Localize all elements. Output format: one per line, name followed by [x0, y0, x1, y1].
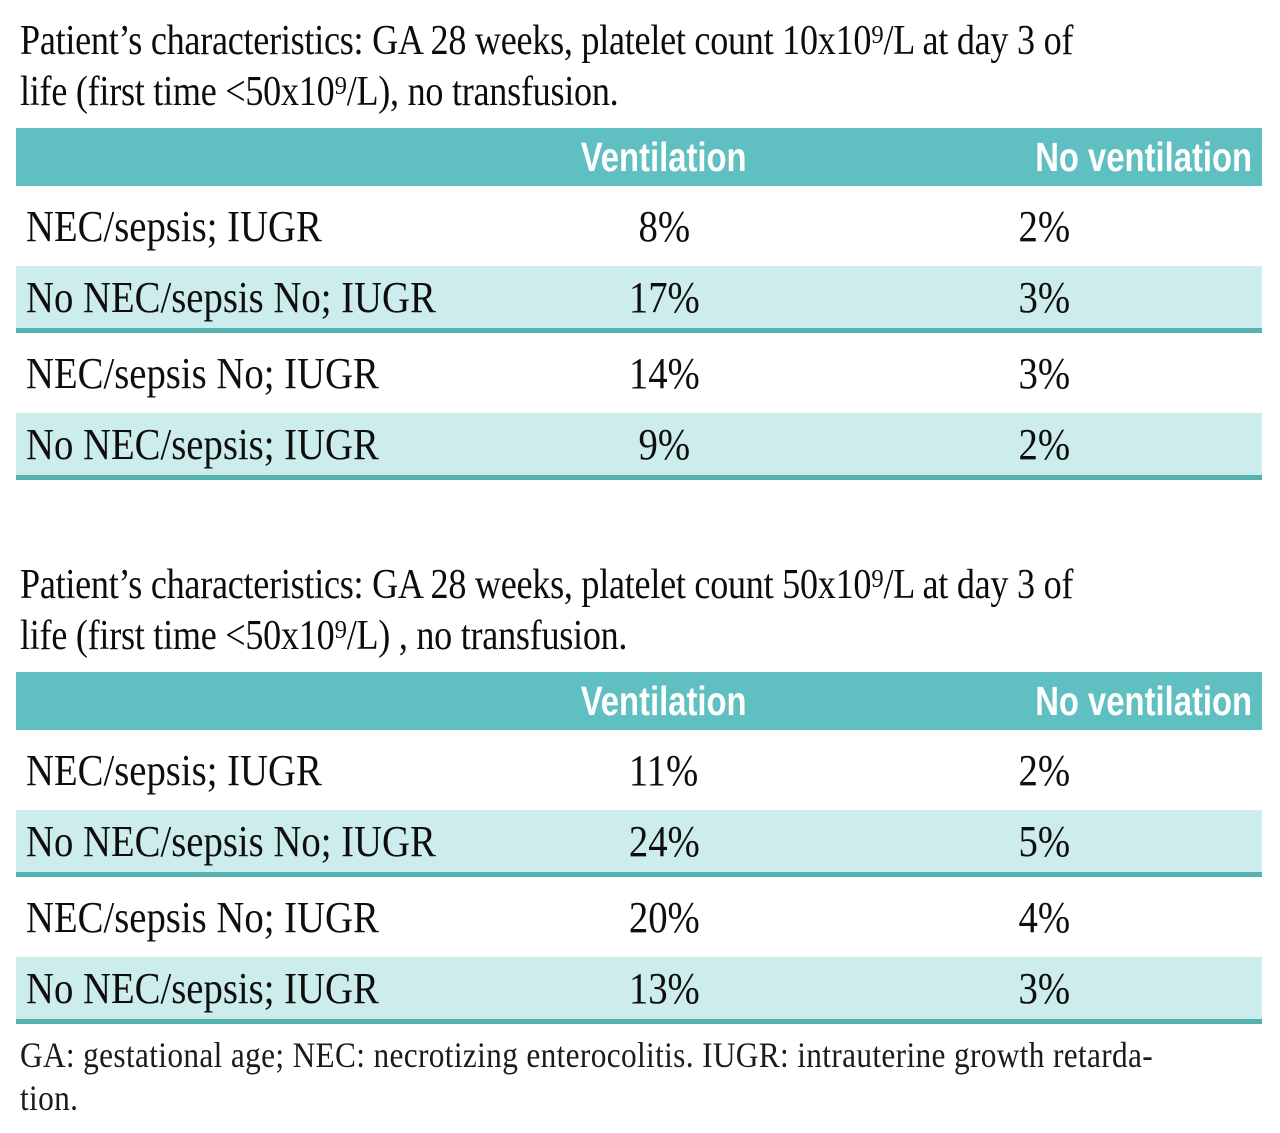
table-row: NEC/sepsis No; IUGR 14% 3%	[16, 333, 1262, 413]
table2-empty-header-cell	[16, 672, 502, 730]
table-section-1: Patient’s characteristics: GA 28 weeks, …	[16, 16, 1264, 480]
table2-caption-line2: life (first time <50x10⁹/L) , no transfu…	[20, 613, 628, 659]
table1-caption: Patient’s characteristics: GA 28 weeks, …	[20, 16, 1264, 118]
table-row: NEC/sepsis; IUGR 8% 2%	[16, 186, 1262, 266]
row-label-cell: No NEC/sepsis; IUGR	[16, 957, 502, 1024]
table2-header-row: Ventilation No ventilation	[16, 672, 1262, 730]
no-ventilation-value-cell: 2%	[825, 730, 1262, 810]
row-label: No NEC/sepsis; IUGR	[26, 419, 379, 469]
header-label: No ventilation	[1035, 677, 1252, 724]
ventilation-value-cell: 17%	[501, 266, 826, 333]
row-label: NEC/sepsis No; IUGR	[26, 892, 379, 942]
table1-empty-header-cell	[16, 128, 502, 186]
ventilation-value: 13%	[628, 963, 700, 1013]
row-label-cell: NEC/sepsis; IUGR	[16, 186, 502, 266]
table1-header-row: Ventilation No ventilation	[16, 128, 1262, 186]
ventilation-value-cell: 14%	[501, 333, 826, 413]
abbreviations-footnote: GA: gestational age; NEC: necrotizing en…	[20, 1034, 1264, 1120]
table-section-2: Patient’s characteristics: GA 28 weeks, …	[16, 560, 1264, 1024]
no-ventilation-value-cell: 2%	[825, 413, 1262, 480]
footnote-line1: GA: gestational age; NEC: necrotizing en…	[20, 1035, 1154, 1075]
no-ventilation-value: 4%	[1018, 892, 1070, 942]
ventilation-value: 17%	[628, 272, 700, 322]
table2-caption-line1: Patient’s characteristics: GA 28 weeks, …	[20, 562, 1074, 608]
ventilation-value: 8%	[638, 201, 690, 251]
table1-caption-line2: life (first time <50x10⁹/L), no transfus…	[20, 69, 619, 115]
table2-column-header-ventilation: Ventilation	[501, 672, 826, 730]
row-label-cell: No NEC/sepsis No; IUGR	[16, 810, 502, 877]
table-row: NEC/sepsis No; IUGR 20% 4%	[16, 877, 1262, 957]
ventilation-value-cell: 9%	[501, 413, 826, 480]
no-ventilation-value-cell: 5%	[825, 810, 1262, 877]
no-ventilation-value-cell: 4%	[825, 877, 1262, 957]
no-ventilation-value: 3%	[1018, 963, 1070, 1013]
row-label-cell: NEC/sepsis; IUGR	[16, 730, 502, 810]
header-label: Ventilation	[580, 133, 747, 180]
ventilation-value: 9%	[638, 419, 690, 469]
row-label: NEC/sepsis; IUGR	[26, 201, 322, 251]
ventilation-value-cell: 13%	[501, 957, 826, 1024]
no-ventilation-value-cell: 3%	[825, 957, 1262, 1024]
no-ventilation-value-cell: 2%	[825, 186, 1262, 266]
no-ventilation-value: 5%	[1018, 816, 1070, 866]
ventilation-value-cell: 8%	[501, 186, 826, 266]
no-ventilation-value: 3%	[1018, 272, 1070, 322]
no-ventilation-value-cell: 3%	[825, 333, 1262, 413]
ventilation-value: 24%	[628, 816, 700, 866]
header-label: No ventilation	[1035, 133, 1252, 180]
table-row: NEC/sepsis; IUGR 11% 2%	[16, 730, 1262, 810]
no-ventilation-value: 3%	[1018, 348, 1070, 398]
no-ventilation-value-cell: 3%	[825, 266, 1262, 333]
footnote-line2: tion.	[20, 1078, 79, 1118]
row-label: NEC/sepsis; IUGR	[26, 745, 322, 795]
row-label-cell: No NEC/sepsis No; IUGR	[16, 266, 502, 333]
ventilation-value-cell: 11%	[501, 730, 826, 810]
row-label-cell: No NEC/sepsis; IUGR	[16, 413, 502, 480]
table-row: No NEC/sepsis No; IUGR 24% 5%	[16, 810, 1262, 877]
no-ventilation-value: 2%	[1018, 201, 1070, 251]
table-row: No NEC/sepsis; IUGR 9% 2%	[16, 413, 1262, 480]
no-ventilation-value: 2%	[1018, 745, 1070, 795]
table-row: No NEC/sepsis; IUGR 13% 3%	[16, 957, 1262, 1024]
ventilation-value-cell: 24%	[501, 810, 826, 877]
ventilation-value: 14%	[628, 348, 700, 398]
outcome-table-1: Ventilation No ventilation NEC/sepsis; I…	[16, 128, 1262, 480]
table2-caption: Patient’s characteristics: GA 28 weeks, …	[20, 560, 1264, 662]
header-label: Ventilation	[580, 677, 747, 724]
row-label: No NEC/sepsis; IUGR	[26, 963, 379, 1013]
table1-column-header-ventilation: Ventilation	[501, 128, 826, 186]
row-label-cell: NEC/sepsis No; IUGR	[16, 877, 502, 957]
table1-column-header-no-ventilation: No ventilation	[825, 128, 1262, 186]
ventilation-value: 11%	[629, 745, 699, 795]
row-label: No NEC/sepsis No; IUGR	[26, 272, 436, 322]
row-label: NEC/sepsis No; IUGR	[26, 348, 379, 398]
no-ventilation-value: 2%	[1018, 419, 1070, 469]
table-row: No NEC/sepsis No; IUGR 17% 3%	[16, 266, 1262, 333]
row-label: No NEC/sepsis No; IUGR	[26, 816, 436, 866]
ventilation-value: 20%	[628, 892, 700, 942]
outcome-table-2: Ventilation No ventilation NEC/sepsis; I…	[16, 672, 1262, 1024]
table2-column-header-no-ventilation: No ventilation	[825, 672, 1262, 730]
ventilation-value-cell: 20%	[501, 877, 826, 957]
row-label-cell: NEC/sepsis No; IUGR	[16, 333, 502, 413]
table1-caption-line1: Patient’s characteristics: GA 28 weeks, …	[20, 18, 1074, 64]
